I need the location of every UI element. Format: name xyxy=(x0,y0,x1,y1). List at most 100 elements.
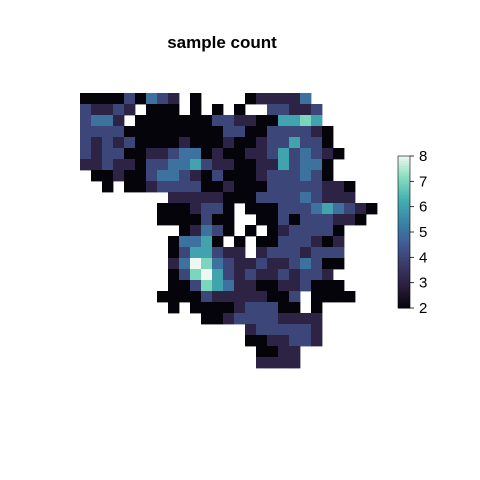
legend-swatch xyxy=(398,252,410,256)
heatmap-cell xyxy=(311,324,323,336)
heatmap-cell xyxy=(91,115,103,127)
heatmap-cell xyxy=(289,170,301,182)
heatmap-cell xyxy=(300,214,312,226)
heatmap-cell xyxy=(168,236,180,248)
legend-swatch xyxy=(398,168,410,172)
heatmap-cell xyxy=(212,280,224,292)
heatmap-cell xyxy=(234,269,246,281)
heatmap-cell xyxy=(102,104,114,116)
heatmap-cell xyxy=(333,280,345,292)
heatmap-cell xyxy=(223,203,235,215)
heatmap-cell xyxy=(300,258,312,270)
legend-swatch xyxy=(398,161,410,165)
heatmap-cell xyxy=(146,93,158,105)
heatmap-cell xyxy=(179,247,191,259)
heatmap-cell xyxy=(278,258,290,270)
heatmap-cell xyxy=(168,269,180,281)
heatmap-cell xyxy=(146,137,158,149)
heatmap-cell xyxy=(80,93,92,105)
legend-swatch xyxy=(398,270,410,274)
heatmap-cell xyxy=(168,148,180,160)
heatmap-cell xyxy=(212,148,224,160)
heatmap-cell xyxy=(289,324,301,336)
legend-swatch xyxy=(398,234,410,238)
heatmap-cell xyxy=(333,236,345,248)
heatmap-cell xyxy=(256,137,268,149)
heatmap-cell xyxy=(245,170,257,182)
legend-swatch xyxy=(398,290,410,294)
heatmap-cell xyxy=(223,126,235,138)
heatmap-cell xyxy=(146,181,158,193)
heatmap-cell xyxy=(333,203,345,215)
color-legend: 2 3 4 5 6 7 8 xyxy=(397,148,427,317)
heatmap-cell xyxy=(267,181,279,193)
heatmap-cell xyxy=(278,148,290,160)
heatmap-cell xyxy=(190,291,202,303)
heatmap-cell xyxy=(234,181,246,193)
legend-swatch xyxy=(398,173,410,177)
heatmap-cell xyxy=(146,104,158,116)
heatmap-cell xyxy=(289,93,301,105)
heatmap-cell xyxy=(124,93,136,105)
heatmap-cell xyxy=(267,313,279,325)
legend-swatch xyxy=(398,186,410,190)
heatmap-cell xyxy=(245,115,257,127)
heatmap-cell xyxy=(256,236,268,248)
heatmap-cell xyxy=(267,93,279,105)
heatmap-cell xyxy=(245,302,257,314)
heatmap-cell xyxy=(322,225,334,237)
heatmap-cell xyxy=(80,137,92,149)
heatmap-cell xyxy=(278,126,290,138)
heatmap-cell xyxy=(212,181,224,193)
heatmap-cell xyxy=(300,280,312,292)
heatmap-cell xyxy=(212,137,224,149)
heatmap-cell xyxy=(234,192,246,204)
heatmap-cell xyxy=(201,170,213,182)
heatmap-cell xyxy=(278,170,290,182)
legend-swatch xyxy=(398,194,410,198)
heatmap-cell xyxy=(344,192,356,204)
heatmap-cell xyxy=(311,302,323,314)
heatmap-cell xyxy=(333,181,345,193)
heatmap-cell xyxy=(124,104,136,116)
heatmap-cell xyxy=(289,258,301,270)
heatmap-cell xyxy=(267,225,279,237)
legend-tick-label: 4 xyxy=(419,249,427,266)
legend-swatch xyxy=(398,249,410,253)
heatmap-cell xyxy=(201,159,213,171)
heatmap-cell xyxy=(267,137,279,149)
heatmap-cell xyxy=(102,148,114,160)
heatmap-cell xyxy=(179,291,191,303)
heatmap-cell xyxy=(267,269,279,281)
heatmap-cell xyxy=(311,225,323,237)
legend-swatch xyxy=(398,247,410,251)
legend-tick-label: 8 xyxy=(419,148,427,165)
legend-swatch xyxy=(398,181,410,185)
heatmap-cell xyxy=(278,159,290,171)
heatmap-cell xyxy=(168,214,180,226)
heatmap-cell xyxy=(190,170,202,182)
heatmap-cell xyxy=(311,214,323,226)
legend-tick-label: 7 xyxy=(419,173,427,190)
heatmap-cell xyxy=(168,170,180,182)
heatmap-cell xyxy=(333,225,345,237)
heatmap-cell xyxy=(212,269,224,281)
heatmap-cell xyxy=(201,148,213,160)
heatmap-cell xyxy=(212,115,224,127)
heatmap-cell xyxy=(289,148,301,160)
heatmap-cell xyxy=(190,148,202,160)
heatmap-cell xyxy=(190,302,202,314)
heatmap-cell xyxy=(179,225,191,237)
heatmap-cell xyxy=(190,181,202,193)
heatmap-cell xyxy=(278,214,290,226)
heatmap-cell xyxy=(168,181,180,193)
heatmap-cell xyxy=(223,181,235,193)
legend-swatch xyxy=(398,156,410,160)
heatmap-cell xyxy=(322,170,334,182)
heatmap-cell xyxy=(300,170,312,182)
heatmap-cell xyxy=(311,148,323,160)
heatmap-cell xyxy=(322,203,334,215)
heatmap-cell xyxy=(135,93,147,105)
heatmap-cell xyxy=(322,214,334,226)
heatmap-cell xyxy=(245,324,257,336)
